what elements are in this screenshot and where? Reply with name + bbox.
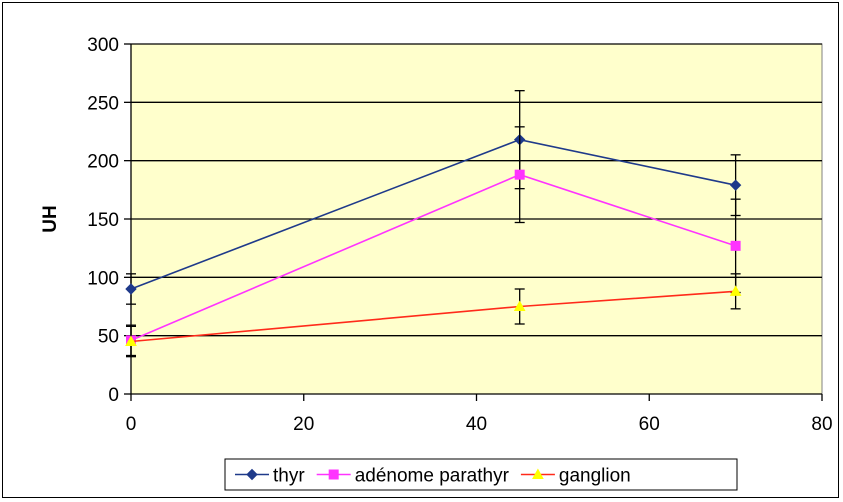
x-tick-label-80: 80 <box>811 414 832 435</box>
legend-label-0: thyr <box>273 466 305 487</box>
data-point-0-0 <box>125 283 137 295</box>
y-tick-label-150: 150 <box>87 210 119 231</box>
legend-marker-1 <box>328 469 339 480</box>
legend-label-2: ganglion <box>559 466 631 487</box>
series-layer <box>125 90 742 358</box>
y-tick-label-50: 50 <box>98 327 119 348</box>
series-2 <box>125 273 742 358</box>
legend-box <box>224 458 738 491</box>
data-point-0-2 <box>729 179 742 191</box>
y-tick-label-0: 0 <box>108 385 119 406</box>
legend-marker-2 <box>532 468 544 479</box>
x-tick-label-60: 60 <box>639 414 660 435</box>
data-point-2-1 <box>513 300 526 311</box>
y-axis-label: UH <box>40 205 61 232</box>
y-tick-labels: 0 50 100 150 200 250 300 <box>87 35 119 406</box>
gridlines <box>131 43 822 337</box>
legend-label-1: adénome parathyr <box>355 466 510 487</box>
x-tick-label-0: 0 <box>126 414 137 435</box>
data-point-2-2 <box>729 285 742 296</box>
legend-marker-0 <box>246 468 258 481</box>
data-point-1-1 <box>514 169 525 180</box>
data-point-2-0 <box>125 335 137 346</box>
y-tick-label-200: 200 <box>87 152 119 173</box>
x-tick-label-20: 20 <box>293 414 314 435</box>
x-tick-labels: 0 20 40 60 80 <box>126 414 833 435</box>
y-tick-label-100: 100 <box>87 268 119 289</box>
data-point-1-2 <box>730 240 741 251</box>
y-tick-label-250: 250 <box>87 93 119 114</box>
legend: thyr adénome parathyr ganglion <box>224 458 738 491</box>
y-tick-label-300: 300 <box>87 35 119 56</box>
x-tick-label-40: 40 <box>466 414 487 435</box>
